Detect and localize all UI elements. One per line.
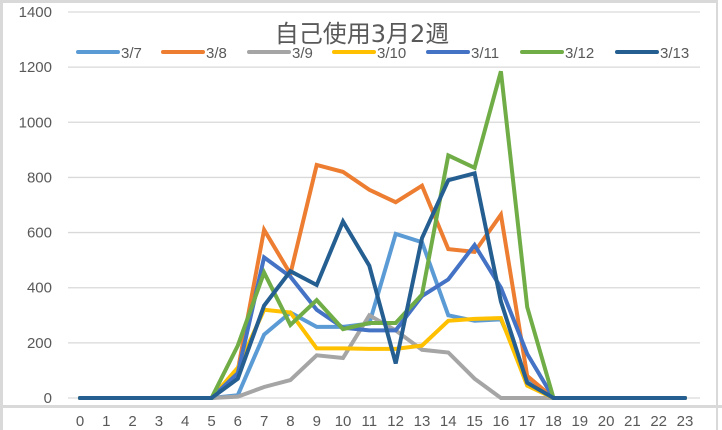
x-tick-label: 0 — [76, 413, 84, 430]
legend-item-3-7: 3/7 — [76, 45, 142, 62]
y-tick-label: 200 — [27, 335, 52, 352]
x-tick-label: 13 — [414, 413, 431, 430]
legend-label: 3/8 — [206, 45, 227, 62]
legend-label: 3/13 — [660, 45, 689, 62]
y-tick-label: 1400 — [19, 4, 52, 21]
x-tick-label: 20 — [598, 413, 615, 430]
x-tick-label: 5 — [207, 413, 215, 430]
x-tick-label: 10 — [335, 413, 352, 430]
gridlines — [68, 11, 700, 399]
x-tick-label: 4 — [181, 413, 189, 430]
x-tick-label: 9 — [313, 413, 321, 430]
legend-item-3-9: 3/9 — [247, 45, 313, 62]
y-axis: 0 200 400 600 800 1000 1200 1400 — [19, 4, 52, 407]
y-tick-label: 600 — [27, 225, 52, 242]
y-tick-label: 400 — [27, 280, 52, 297]
plot-area — [78, 70, 687, 400]
x-tick-label: 15 — [466, 413, 483, 430]
x-tick-label: 12 — [387, 413, 404, 430]
x-tick-label: 2 — [128, 413, 136, 430]
x-tick-label: 17 — [519, 413, 536, 430]
x-tick-label: 8 — [286, 413, 294, 430]
y-tick-label: 0 — [44, 390, 52, 407]
x-tick-label: 6 — [234, 413, 242, 430]
x-tick-label: 11 — [362, 413, 378, 430]
y-tick-label: 800 — [27, 169, 52, 186]
legend: 3/7 3/8 3/9 3/10 3/11 3/12 3/13 — [76, 45, 689, 62]
y-tick-label: 1000 — [19, 114, 52, 131]
x-tick-label: 23 — [677, 413, 694, 430]
legend-label: 3/11 — [471, 45, 499, 62]
x-tick-label: 19 — [571, 413, 588, 430]
series-line-3-9 — [78, 312, 687, 400]
legend-item-3-8: 3/8 — [161, 45, 227, 62]
legend-item-3-12: 3/12 — [520, 45, 594, 62]
series-line-3-13 — [78, 170, 687, 400]
y-tick-label: 1200 — [19, 59, 52, 76]
x-tick-label: 21 — [624, 413, 641, 430]
legend-item-3-13: 3/13 — [615, 45, 689, 62]
legend-label: 3/7 — [121, 45, 142, 62]
legend-item-3-11: 3/11 — [426, 45, 499, 62]
x-tick-label: 18 — [545, 413, 562, 430]
legend-label: 3/10 — [377, 45, 406, 62]
x-tick-label: 3 — [155, 413, 163, 430]
legend-label: 3/12 — [565, 45, 594, 62]
x-tick-label: 14 — [440, 413, 457, 430]
chart-title: 自己使用3月2週 — [275, 20, 450, 48]
x-tick-label: 7 — [260, 413, 268, 430]
legend-label: 3/9 — [292, 45, 313, 62]
chart-bottom-border — [0, 405, 722, 408]
x-tick-label: 22 — [650, 413, 667, 430]
x-tick-label: 16 — [493, 413, 510, 430]
x-axis: 0 1 2 3 4 5 6 7 8 9 10 11 12 13 14 15 16 17 18 19 20 21 22 23 — [76, 413, 694, 430]
legend-item-3-10: 3/10 — [332, 45, 406, 62]
x-tick-label: 1 — [102, 413, 110, 430]
